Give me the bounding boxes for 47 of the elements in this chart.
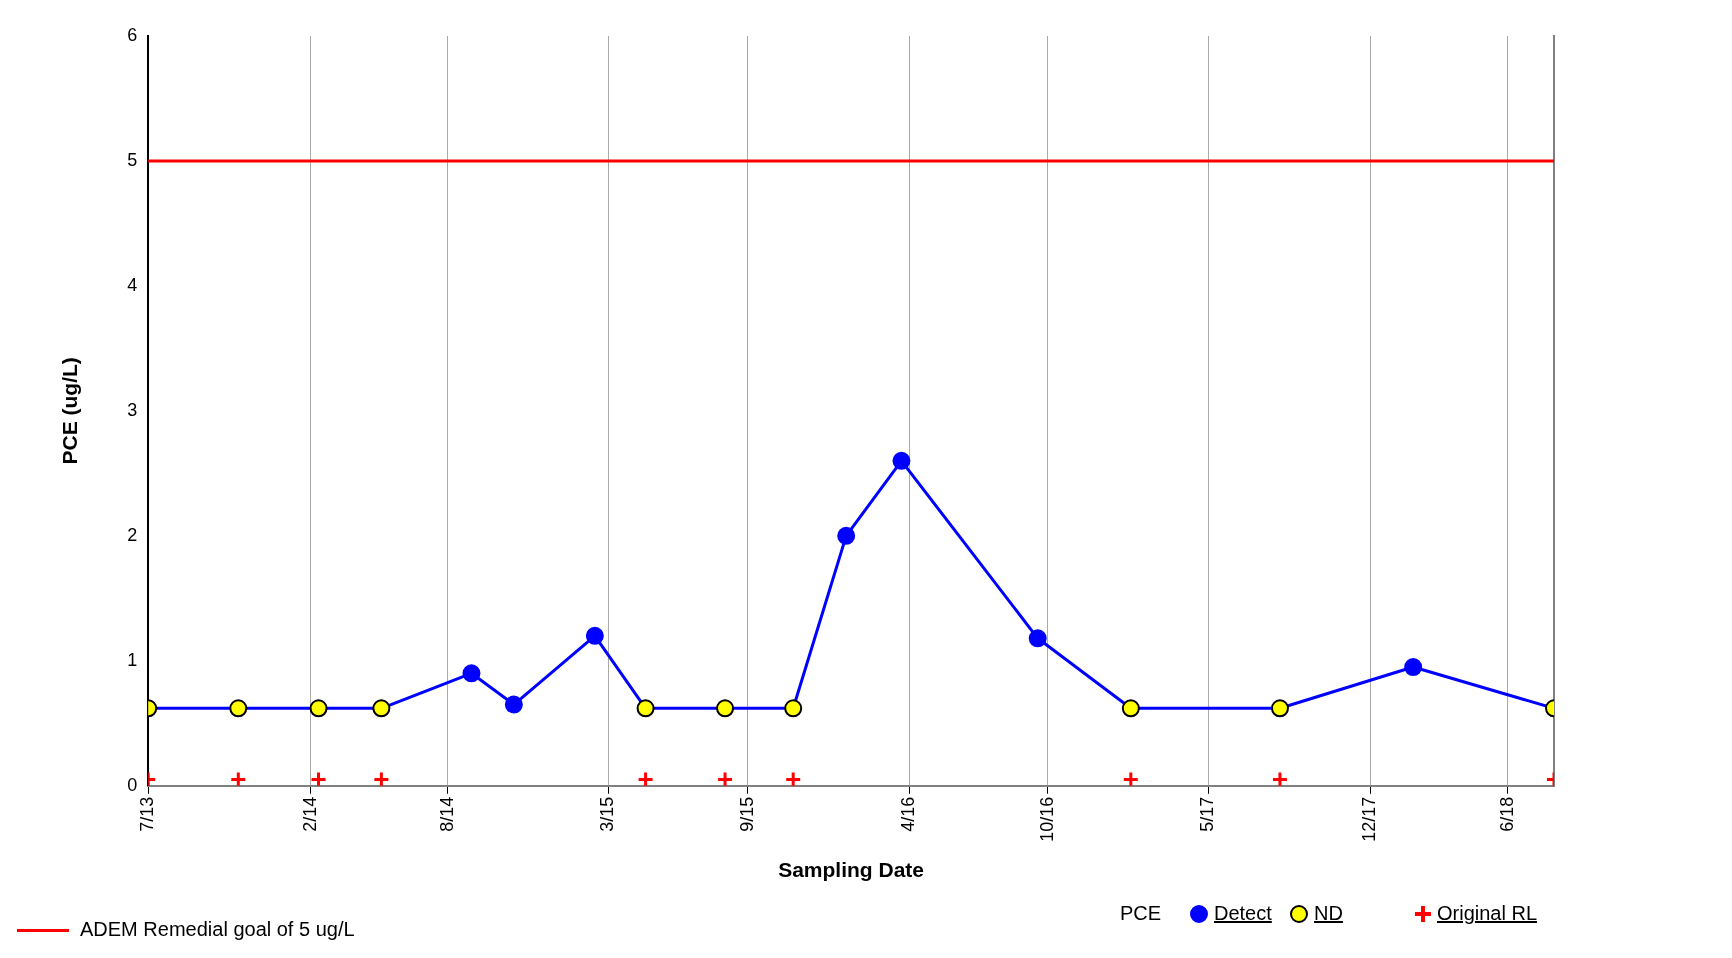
- x-tick-label: 8/14: [436, 796, 457, 832]
- point: [504, 695, 523, 714]
- x-tick-label: 6/18: [1496, 796, 1517, 832]
- legend-title: PCE: [1120, 902, 1162, 925]
- point: [784, 771, 802, 786]
- y-tick-label: 5: [127, 149, 138, 170]
- x-tick-label: 10/16: [1036, 796, 1057, 842]
- point: [892, 451, 911, 470]
- y-tick-label: 0: [127, 774, 138, 795]
- point: [1121, 699, 1140, 718]
- point: [1028, 629, 1047, 648]
- point: [229, 699, 248, 718]
- point: [1122, 771, 1140, 786]
- legend-label: Original RL: [1437, 902, 1538, 925]
- x-tick-label: 3/15: [597, 796, 618, 832]
- point: [1404, 658, 1423, 677]
- point: [309, 699, 328, 718]
- point: [229, 771, 247, 786]
- point: [585, 626, 604, 645]
- point: [784, 699, 803, 718]
- point: [636, 699, 655, 718]
- y-tick-label: 6: [127, 24, 138, 45]
- x-tick-label: 7/13: [137, 796, 158, 832]
- x-tick-label: 9/15: [736, 796, 757, 832]
- y-tick-label: 4: [127, 274, 138, 295]
- legend-label: ND: [1314, 902, 1343, 925]
- y-tick-label: 2: [127, 524, 138, 545]
- point: [837, 526, 856, 545]
- y-tick-label: 1: [127, 649, 138, 670]
- y-axis-title: PCE (ug/L): [58, 357, 82, 465]
- point: [462, 664, 481, 683]
- x-tick-label: 4/16: [897, 796, 918, 832]
- y-tick-label: 3: [127, 399, 138, 420]
- point: [716, 771, 734, 786]
- legend-label: ADEM Remedial goal of 5 ug/L: [80, 918, 355, 941]
- point: [1270, 699, 1289, 718]
- point: [372, 699, 391, 718]
- point: [372, 771, 390, 786]
- point: [716, 699, 735, 718]
- x-tick-label: 5/17: [1197, 796, 1218, 832]
- x-axis-title: Sampling Date: [778, 858, 925, 882]
- legend-label: Detect: [1214, 902, 1272, 925]
- x-tick-label: 12/17: [1359, 796, 1380, 842]
- x-tick-label: 2/14: [299, 796, 320, 832]
- point: [1271, 771, 1289, 786]
- point: [637, 771, 655, 786]
- point: [310, 771, 328, 786]
